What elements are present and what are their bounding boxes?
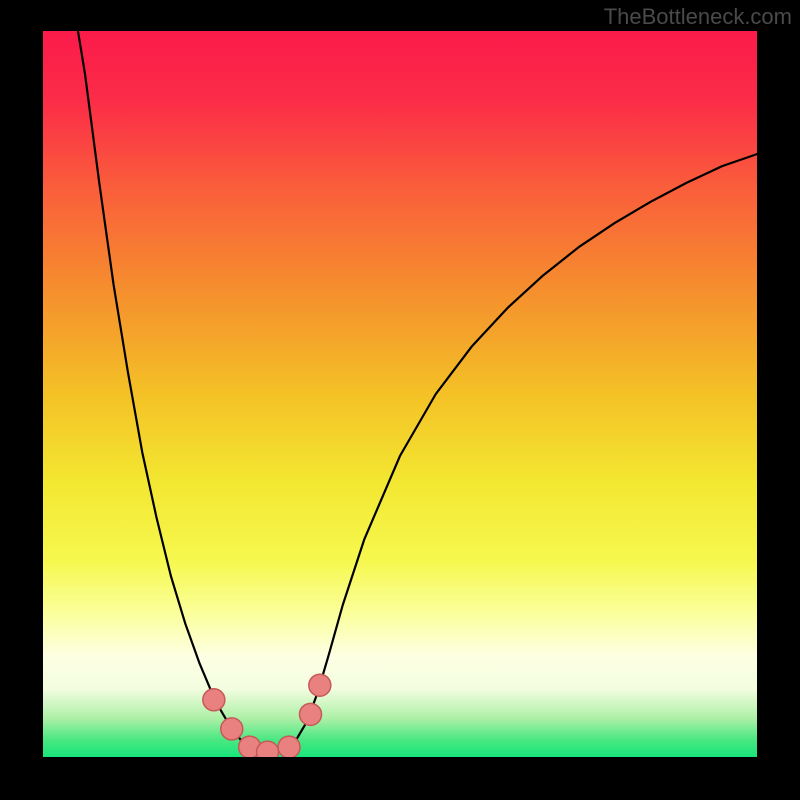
data-marker (300, 703, 322, 725)
data-marker (309, 674, 331, 696)
chart-container: TheBottleneck.com (0, 0, 800, 800)
data-marker (278, 736, 300, 758)
data-marker (203, 689, 225, 711)
bottleneck-chart-svg (0, 0, 800, 800)
gradient-background (42, 30, 758, 758)
plot-area (42, 30, 758, 763)
data-marker (221, 718, 243, 740)
